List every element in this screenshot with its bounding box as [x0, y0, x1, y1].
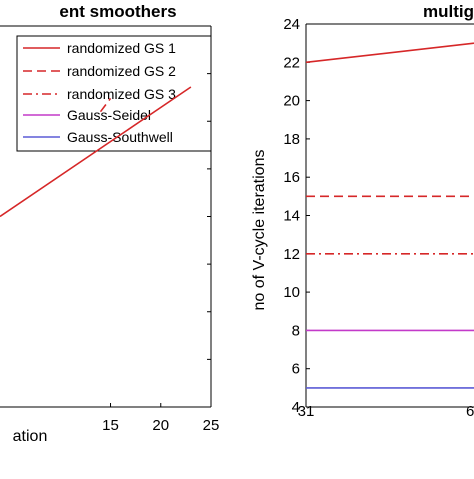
right-y-tick-label: 16 [283, 169, 300, 186]
left-plot-area [0, 86, 192, 218]
legend-label-gauss-seidel: Gauss-Seidel [67, 107, 151, 123]
left-axes: 15 20 25 [0, 25, 220, 434]
right-y-tick-label: 8 [292, 322, 300, 339]
legend-label-gauss-southwell: Gauss-Southwell [67, 129, 173, 145]
left-x-tick-label: 25 [203, 417, 220, 434]
right-series-randomized-gs-1 [305, 42, 474, 64]
left-x-axis-label: ation [13, 428, 48, 445]
right-plot-area [305, 42, 474, 389]
legend-label-randomized-gs-3: randomized GS 3 [67, 86, 176, 102]
legend-label-randomized-gs-2: randomized GS 2 [67, 63, 176, 79]
right-y-tick-label: 10 [283, 284, 300, 301]
legend-label-randomized-gs-1: randomized GS 1 [67, 40, 176, 56]
right-y-tick-label: 6 [292, 361, 300, 378]
right-y-axis-label: no of V-cycle iterations [251, 150, 268, 311]
right-y-tick-label: 18 [283, 131, 300, 148]
right-x-tick-label-6: 6 [466, 403, 474, 420]
right-y-tick-label: 24 [283, 16, 300, 33]
right-y-tick-label: 20 [283, 93, 300, 110]
legend: randomized GS 1 randomized GS 2 randomiz… [16, 35, 212, 152]
right-y-tick-label: 22 [283, 54, 300, 71]
right-y-tick-label: 12 [283, 246, 300, 263]
right-y-tick-label: 4 [292, 399, 300, 416]
left-x-tick-label: 15 [102, 417, 119, 434]
right-axes: 4 6 8 10 12 14 16 18 20 22 24 [283, 16, 474, 416]
left-chart-title: ent smoothers [59, 2, 176, 21]
left-x-tick-label: 20 [152, 417, 169, 434]
left-series-randomized-gs-1 [0, 86, 192, 218]
right-y-tick-label: 14 [283, 208, 300, 225]
left-series-randomized-gs-2 [99, 97, 112, 113]
right-chart-title: multig [423, 2, 474, 21]
